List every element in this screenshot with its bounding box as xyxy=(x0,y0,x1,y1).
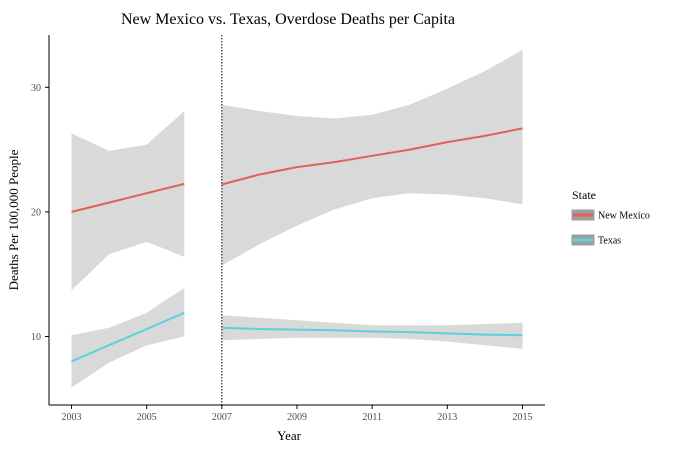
x-tick-label: 2009 xyxy=(287,412,307,423)
x-tick-label: 2015 xyxy=(512,412,532,423)
y-tick-label: 10 xyxy=(31,332,41,343)
x-tick-label: 2007 xyxy=(212,412,232,423)
x-ticks: 2003 2005 2007 2009 2011 2013 2015 xyxy=(62,405,532,423)
legend-title: State xyxy=(572,188,596,202)
chart-title: New Mexico vs. Texas, Overdose Deaths pe… xyxy=(121,11,455,28)
x-axis-label: Year xyxy=(277,428,302,443)
x-tick-label: 2011 xyxy=(362,412,382,423)
trend-line-0-0 xyxy=(71,182,185,213)
trend-lines xyxy=(71,127,523,363)
y-axis-label: Deaths Per 100,000 People xyxy=(6,149,21,290)
confidence-band-0-1 xyxy=(221,49,523,266)
x-tick-label: 2003 xyxy=(62,412,82,423)
x-tick-label: 2005 xyxy=(137,412,157,423)
trend-line-0-1 xyxy=(221,127,523,186)
trend-line-1-0 xyxy=(71,311,185,363)
trend-line-1-1 xyxy=(221,326,523,337)
y-ticks: 10 20 30 xyxy=(31,83,49,343)
confidence-bands xyxy=(71,49,523,388)
confidence-band-0-0 xyxy=(71,111,185,291)
x-tick-label: 2013 xyxy=(437,412,457,423)
legend: State New Mexico Texas xyxy=(571,188,650,247)
legend-label-0: New Mexico xyxy=(598,211,650,222)
y-tick-label: 30 xyxy=(31,83,41,94)
legend-label-1: Texas xyxy=(598,236,621,247)
y-tick-label: 20 xyxy=(31,207,41,218)
